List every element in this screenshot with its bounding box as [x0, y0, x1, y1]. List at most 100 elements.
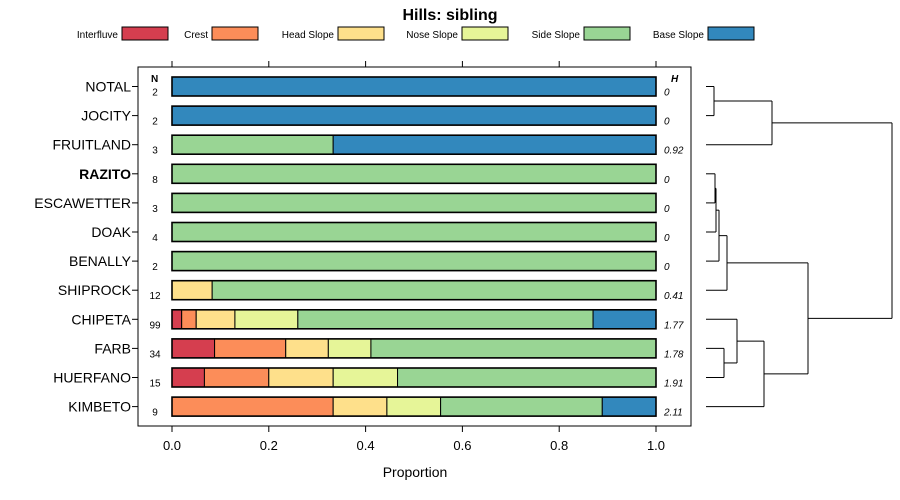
row-label-chipeta: CHIPETA — [71, 311, 131, 327]
row-label-benally: BENALLY — [69, 253, 132, 269]
legend-swatch-crest — [211, 26, 259, 41]
bar-segment-head-slope — [285, 338, 329, 359]
h-value: 0 — [664, 262, 670, 273]
bar-segment-base-slope — [171, 76, 657, 97]
row-notal: NOTAL 2 0 — [85, 76, 670, 99]
n-value: 34 — [149, 349, 161, 360]
row-kimbeto: KIMBETO 9 2.11 — [68, 396, 683, 419]
bar-segment-crest — [203, 367, 270, 388]
row-label-jocity: JOCITY — [81, 108, 131, 124]
h-value: 0 — [664, 117, 670, 128]
bar-outline — [171, 279, 657, 301]
row-label-kimbeto: KIMBETO — [68, 399, 131, 415]
bar-segment-nose-slope — [332, 367, 399, 388]
bar-segment-side-slope — [397, 367, 657, 388]
bar-segment-head-slope — [268, 367, 334, 388]
n-value: 3 — [152, 146, 158, 157]
h-value: 1.77 — [664, 320, 684, 331]
n-value: 8 — [152, 175, 158, 186]
bar-segment-head-slope — [332, 396, 388, 417]
row-label-fruitland: FRUITLAND — [52, 137, 131, 153]
legend-swatch-base-slope — [707, 26, 755, 41]
bar-segment-base-slope — [332, 134, 657, 155]
bar-segment-side-slope — [171, 134, 334, 155]
n-value: 2 — [152, 117, 158, 128]
bar-outline — [171, 250, 657, 272]
bar-segment-crest — [171, 396, 334, 417]
bar-segment-base-slope — [592, 309, 657, 330]
n-value: 15 — [149, 379, 161, 390]
bar-outline — [171, 221, 657, 243]
h-column-header: H — [671, 74, 679, 85]
chart-title: Hills: sibling — [402, 7, 497, 24]
bar-outline — [171, 76, 657, 97]
n-value: 3 — [152, 204, 158, 215]
n-value: 2 — [152, 262, 158, 273]
bar-segment-side-slope — [297, 309, 594, 330]
bar-segment-nose-slope — [327, 338, 372, 359]
bar-segment-side-slope — [211, 280, 657, 301]
bar-segment-side-slope — [370, 338, 657, 359]
bar-segment-side-slope — [440, 396, 603, 417]
n-value: 9 — [152, 408, 158, 419]
legend-label-crest: Crest — [184, 30, 208, 41]
x-tick-label: 0.0 — [163, 438, 181, 453]
legend-swatch-side-slope — [583, 26, 631, 41]
bar-outline — [171, 134, 657, 155]
h-value: 1.78 — [664, 349, 684, 360]
row-huerfano: HUERFANO 15 1.91 — [53, 367, 683, 390]
legend-label-head-slope: Head Slope — [282, 30, 335, 41]
bar-outline — [171, 396, 657, 417]
top-axis-ticks — [171, 61, 657, 67]
x-tick-label: 0.2 — [260, 438, 278, 453]
row-label-huerfano: HUERFANO — [53, 370, 131, 386]
x-tick-label: 0.4 — [357, 438, 375, 453]
legend-label-nose-slope: Nose Slope — [406, 30, 458, 41]
row-chipeta: CHIPETA 99 1.77 — [71, 308, 684, 331]
dendrogram — [706, 86, 893, 408]
bar-segment-side-slope — [171, 163, 657, 184]
bar-outline — [171, 163, 657, 185]
bar-segment-nose-slope — [386, 396, 442, 417]
row-doak: DOAK 4 0 — [91, 221, 670, 244]
row-label-doak: DOAK — [91, 224, 131, 240]
legend-label-base-slope: Base Slope — [653, 30, 705, 41]
x-tick-label: 0.8 — [550, 438, 568, 453]
row-razito: RAZITO 8 0 — [79, 163, 670, 186]
x-axis: 0.0 0.2 0.4 0.6 0.8 1.0 — [163, 426, 665, 453]
bar-segment-crest — [214, 338, 287, 359]
row-label-farb: FARB — [94, 340, 131, 356]
legend-label-interfluve: Interfluve — [77, 30, 119, 41]
bar-outline — [171, 338, 657, 359]
h-value: 1.91 — [664, 379, 683, 390]
h-value: 0 — [664, 175, 670, 186]
h-value: 0 — [664, 233, 670, 244]
row-benally: BENALLY 2 0 — [69, 250, 670, 273]
bar-segment-side-slope — [171, 251, 657, 272]
bar-segment-interfluve — [171, 367, 205, 388]
n-value: 4 — [152, 233, 158, 244]
x-tick-label: 0.6 — [453, 438, 471, 453]
n-column-header: N — [151, 74, 158, 85]
h-value: 0.41 — [664, 291, 683, 302]
bar-segment-side-slope — [171, 222, 657, 242]
bar-outline — [171, 308, 657, 330]
legend-swatch-interfluve — [121, 26, 169, 41]
h-value: 0.92 — [664, 146, 684, 157]
n-value: 12 — [149, 291, 161, 302]
bar-segment-interfluve — [171, 338, 216, 359]
bar-segment-interfluve — [171, 309, 183, 330]
legend-swatch-nose-slope — [461, 26, 509, 41]
n-value: 99 — [149, 320, 161, 331]
n-value: 2 — [152, 88, 158, 99]
row-label-razito: RAZITO — [79, 166, 131, 182]
h-value: 2.11 — [663, 408, 683, 419]
bar-segment-crest — [181, 309, 197, 330]
row-label-shiprock: SHIPROCK — [58, 282, 132, 298]
bar-segment-base-slope — [601, 396, 657, 417]
bar-outline — [171, 367, 657, 388]
legend-label-side-slope: Side Slope — [532, 30, 581, 41]
bar-segment-side-slope — [171, 192, 657, 213]
